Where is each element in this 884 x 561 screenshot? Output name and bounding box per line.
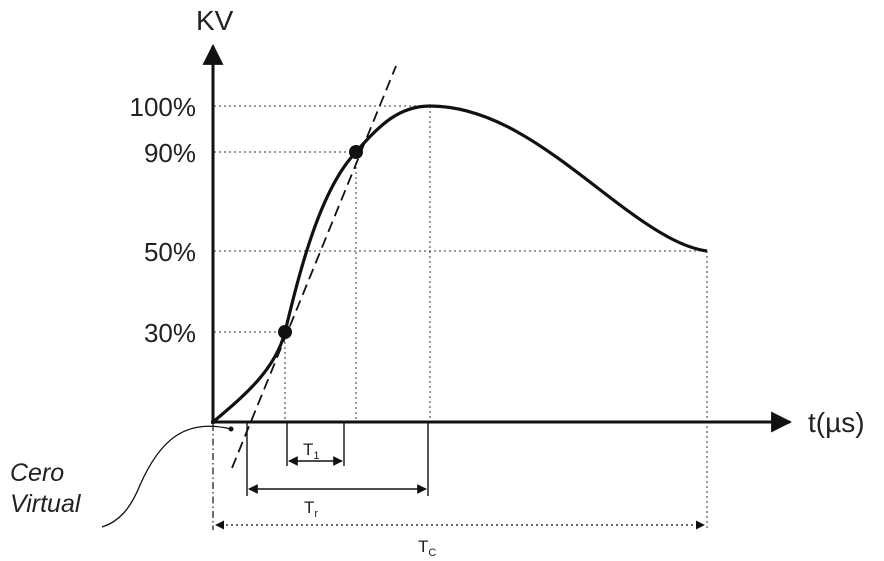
front-tangent-line — [231, 65, 397, 469]
impulse-waveform-curve — [211, 104, 708, 424]
virtual-zero-leader — [101, 425, 232, 528]
guide-lines — [214, 105, 708, 530]
point-90-percent — [349, 145, 363, 159]
y-axis-label: KV — [196, 5, 234, 36]
tr-label: Tr — [304, 498, 318, 520]
virtual-zero-label-line2: Virtual — [10, 490, 82, 518]
level-label-90: 90% — [144, 138, 196, 168]
level-label-30: 30% — [144, 318, 196, 348]
level-label-50: 50% — [144, 237, 196, 267]
tr-bracket — [246, 422, 429, 496]
virtual-zero-label-line1: Cero — [10, 459, 64, 487]
t1-label: T1 — [303, 440, 320, 462]
t1-bracket — [286, 422, 345, 466]
tc-label: TC — [418, 537, 436, 559]
x-axis-label: t(µs) — [808, 407, 865, 438]
level-label-100: 100% — [130, 92, 197, 122]
point-30-percent — [278, 325, 292, 339]
